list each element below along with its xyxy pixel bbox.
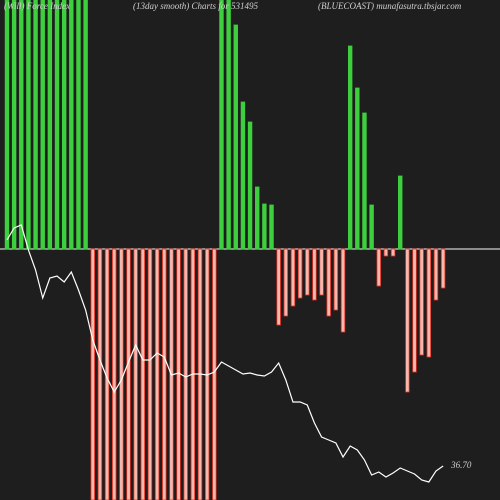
bar [426,248,432,358]
bar [147,248,153,500]
bar [290,248,296,307]
bar [347,45,353,250]
bar [119,248,124,500]
bar [162,248,167,500]
bar [54,0,60,250]
bar [262,203,267,250]
bar [269,204,274,250]
bar [398,175,403,250]
bar [97,248,103,500]
bar [405,248,410,393]
bar [154,248,160,500]
bar [376,248,381,287]
bar [26,0,31,250]
bar [255,186,260,250]
bar [83,0,88,250]
bar [390,248,396,257]
bar [433,248,439,301]
bar [340,248,346,333]
bar [383,248,389,257]
bar [326,248,331,317]
bar [140,248,146,500]
bar [319,248,324,296]
bar [283,248,289,317]
bar [33,0,38,250]
bar [133,248,138,500]
bar [47,0,53,250]
bar [4,0,10,250]
bar [440,248,446,289]
bar [76,0,81,250]
bar [112,248,117,500]
bar [126,248,131,500]
bar [226,0,231,250]
chart-title: (Will) Force Index [4,1,70,11]
bar [11,0,17,250]
bar [212,248,217,500]
bar [312,248,317,301]
bar [419,248,424,356]
bar [247,121,253,250]
bar [362,112,367,250]
bar [69,0,74,250]
bar [297,248,303,299]
bar [305,248,310,296]
bar [412,248,417,373]
value-label: 36.70 [450,460,472,470]
bar [19,0,24,250]
bar [40,0,45,250]
price-line [6,224,444,483]
bar [233,24,238,250]
bar [333,248,339,311]
bar [276,248,281,326]
bar [61,0,67,250]
bar [183,248,188,500]
bar [240,101,246,250]
bar [369,204,374,250]
chart-source: (BLUECOAST) munafasutra.tbsjar.com [318,1,462,11]
bar [355,87,360,250]
bar [90,248,95,500]
bar [219,0,224,250]
bar [176,248,181,500]
chart-subtitle: (13day smooth) Charts for 531495 [133,1,259,11]
